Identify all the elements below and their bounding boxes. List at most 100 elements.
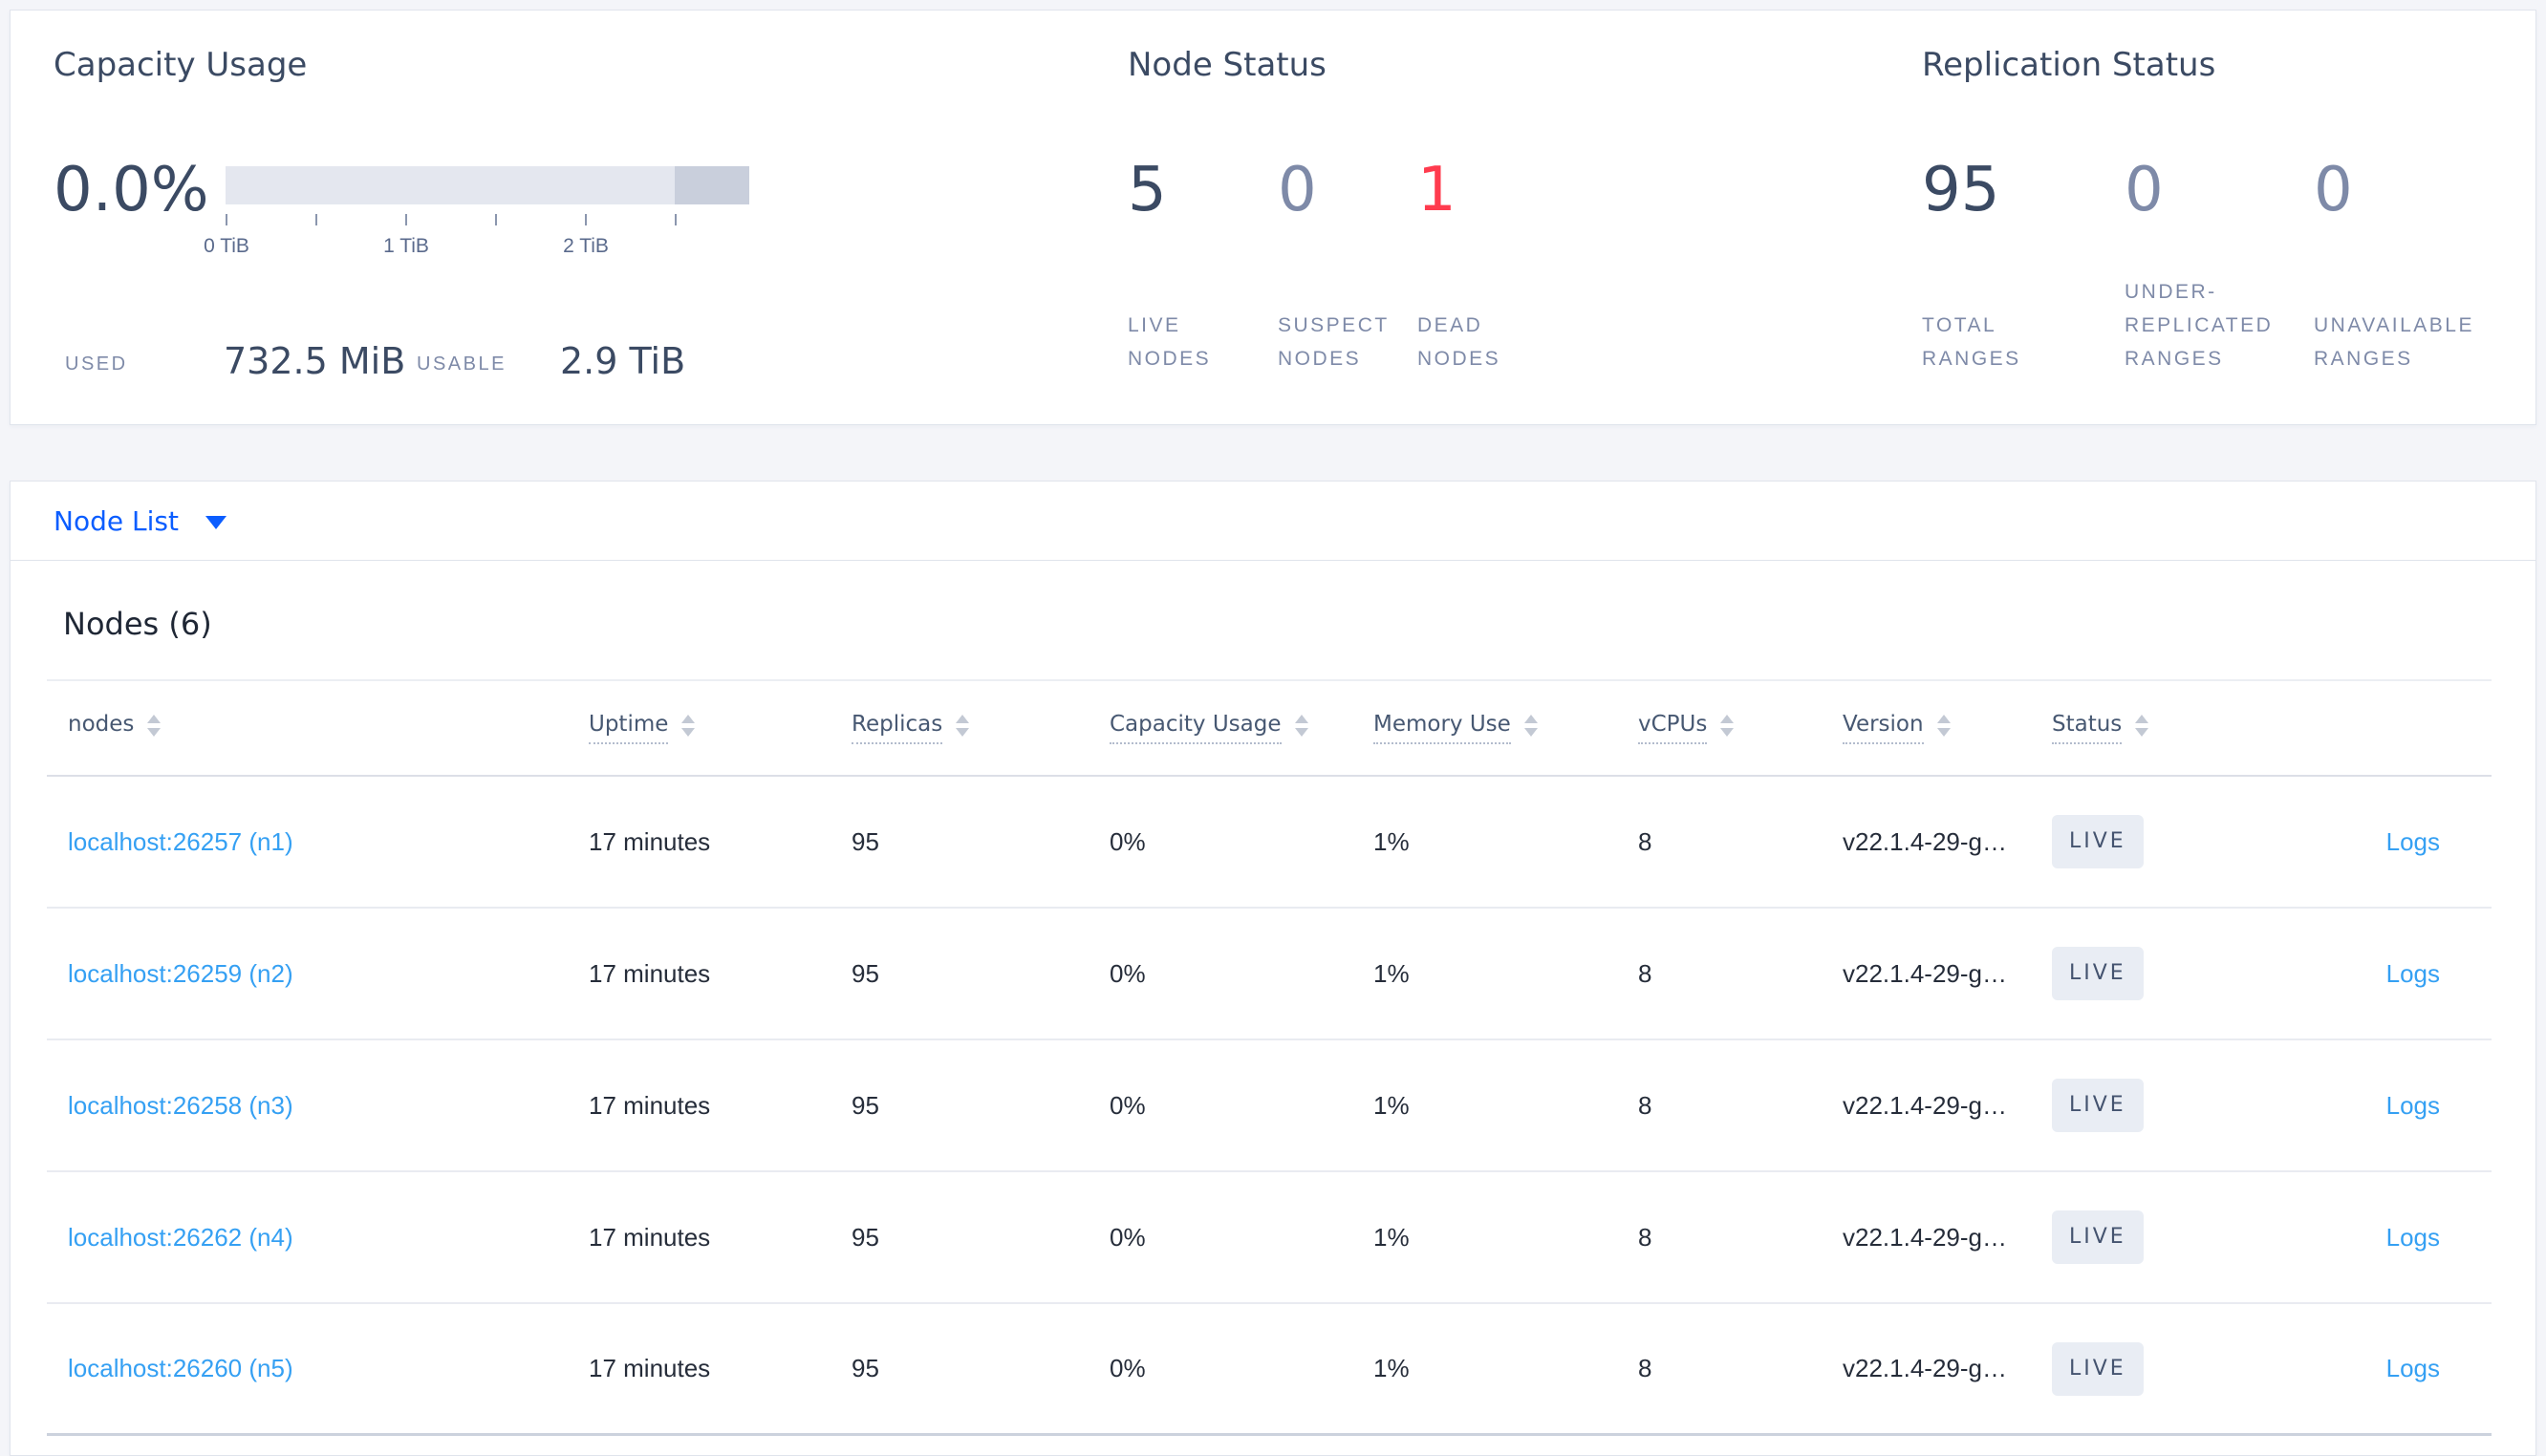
- logs-link[interactable]: Logs: [2385, 1222, 2440, 1252]
- logs-link[interactable]: Logs: [2385, 826, 2440, 856]
- capacity-cell: 0%: [1110, 1222, 1146, 1252]
- table-row: localhost:26257 (n1) 17 minutes 95 0% 1% 8 v22…: [47, 777, 2492, 909]
- stat-value: 0: [2125, 155, 2164, 225]
- column-header-status[interactable]: Status: [2031, 712, 2270, 744]
- replicas-cell: 95: [852, 826, 879, 856]
- column-header-addr[interactable]: nodes: [47, 712, 568, 744]
- logs-cell: Logs: [2270, 827, 2492, 857]
- logs-link[interactable]: Logs: [2385, 958, 2440, 988]
- axis-tick: [675, 214, 677, 225]
- memory-cell: 1%: [1373, 1090, 1410, 1120]
- replication-status-section: Replication Status 95 TOTAL RANGES 0 UNDER-…: [1922, 11, 2534, 426]
- column-header-uptime[interactable]: Uptime: [568, 712, 831, 744]
- logs-link[interactable]: Logs: [2385, 1354, 2440, 1382]
- stat-label: LIVE NODES: [1128, 314, 1212, 370]
- memory-cell: 1%: [1373, 958, 1410, 988]
- capacity-bar-track: [226, 166, 749, 204]
- column-label: Capacity Usage: [1110, 712, 1282, 744]
- uptime-cell: 17 minutes: [589, 1354, 711, 1382]
- logs-cell: Logs: [2270, 959, 2492, 989]
- vcpus-cell: 8: [1638, 1090, 1652, 1120]
- column-label: Status: [2052, 712, 2123, 744]
- usable-label: USABLE: [417, 353, 507, 375]
- cluster-summary-panel: Capacity Usage 0.0% 0 TiB 1 TiB 2 TiB US…: [10, 10, 2536, 425]
- vcpus-cell: 8: [1638, 826, 1652, 856]
- axis-tick-label: 0 TiB: [204, 235, 249, 257]
- sort-icon: [681, 714, 696, 737]
- column-label: Version: [1843, 712, 1924, 744]
- version-cell: v22.1.4-29-g…: [1843, 1222, 2007, 1252]
- stat-dead-nodes: 1 DEAD NODES: [1417, 160, 1500, 375]
- column-header-version[interactable]: Version: [1822, 712, 2031, 744]
- replicas-cell: 95: [852, 958, 879, 988]
- stat-unavailable-ranges: 0 UNAVAILABLE RANGES: [2314, 160, 2474, 375]
- capacity-used-usable-row: USED 732.5 MiB USABLE 2.9 TiB: [54, 335, 1114, 381]
- uptime-cell: 17 minutes: [589, 958, 711, 988]
- logs-cell: Logs: [2270, 1354, 2492, 1383]
- node-link[interactable]: localhost:26259 (n2): [68, 958, 293, 988]
- stat-live-nodes: 5 LIVE NODES: [1128, 160, 1278, 375]
- axis-tick: [585, 214, 587, 225]
- axis-tick-label: 1 TiB: [383, 235, 429, 257]
- column-label: nodes: [68, 712, 135, 737]
- sort-icon: [1720, 714, 1735, 737]
- sort-icon: [2135, 714, 2149, 737]
- node-status-title: Node Status: [1128, 46, 1327, 84]
- node-link[interactable]: localhost:26258 (n3): [68, 1090, 293, 1120]
- table-row: localhost:26258 (n3) 17 minutes 95 0% 1% 8 v22…: [47, 1040, 2492, 1172]
- column-header-replicas[interactable]: Replicas: [831, 712, 1089, 744]
- status-cell: LIVE: [2031, 947, 2270, 1000]
- status-badge: LIVE: [2052, 1079, 2144, 1132]
- column-header-memory[interactable]: Memory Use: [1352, 712, 1617, 744]
- stat-value: 0: [2314, 155, 2353, 225]
- status-cell: LIVE: [2031, 1079, 2270, 1132]
- column-header-capacity[interactable]: Capacity Usage: [1089, 712, 1352, 744]
- stat-value: 0: [1278, 155, 1317, 225]
- status-cell: LIVE: [2031, 1210, 2270, 1264]
- version-cell: v22.1.4-29-g…: [1843, 1090, 2007, 1120]
- axis-tick-label: 2 TiB: [563, 235, 609, 257]
- stat-label: UNAVAILABLE RANGES: [2314, 314, 2474, 370]
- uptime-cell: 17 minutes: [589, 1090, 711, 1120]
- version-cell: v22.1.4-29-g…: [1843, 826, 2007, 856]
- capacity-usage-title: Capacity Usage: [54, 46, 308, 84]
- stat-total-ranges: 95 TOTAL RANGES: [1922, 160, 2125, 375]
- used-value: 732.5 MiB: [224, 340, 406, 382]
- logs-link[interactable]: Logs: [2385, 1090, 2440, 1120]
- sort-icon: [1294, 714, 1308, 737]
- stat-label: SUSPECT NODES: [1278, 314, 1390, 370]
- replicas-cell: 95: [852, 1222, 879, 1252]
- chevron-down-icon: [205, 516, 227, 529]
- replication-status-stats: 95 TOTAL RANGES 0 UNDER- REPLICATED RANGES 0…: [1922, 160, 2474, 375]
- vcpus-cell: 8: [1638, 1354, 1652, 1382]
- usable-value: 2.9 TiB: [560, 340, 686, 382]
- node-status-stats: 5 LIVE NODES 0 SUSPECT NODES 1 DEAD NODES: [1128, 160, 1500, 375]
- view-selector-bar: Node List: [10, 481, 2536, 561]
- version-cell: v22.1.4-29-g…: [1843, 1354, 2007, 1382]
- stat-value: 95: [1922, 155, 2000, 225]
- table-row: localhost:26262 (n4) 17 minutes 95 0% 1% 8 v22…: [47, 1172, 2492, 1304]
- capacity-cell: 0%: [1110, 958, 1146, 988]
- axis-tick: [315, 214, 317, 225]
- node-list-dropdown[interactable]: Node List: [54, 505, 227, 537]
- capacity-usage-section: Capacity Usage 0.0% 0 TiB 1 TiB 2 TiB US…: [54, 11, 1114, 426]
- node-link[interactable]: localhost:26262 (n4): [68, 1222, 293, 1252]
- status-cell: LIVE: [2031, 815, 2270, 868]
- capacity-cell: 0%: [1110, 1090, 1146, 1120]
- logs-cell: Logs: [2270, 1091, 2492, 1121]
- stat-value: 5: [1128, 155, 1167, 225]
- vcpus-cell: 8: [1638, 958, 1652, 988]
- capacity-bar-reserved-segment: [675, 166, 749, 204]
- table-row: localhost:26259 (n2) 17 minutes 95 0% 1% 8 v22…: [47, 909, 2492, 1040]
- replication-status-title: Replication Status: [1922, 46, 2216, 84]
- memory-cell: 1%: [1373, 1222, 1410, 1252]
- capacity-usage-gauge: 0 TiB 1 TiB 2 TiB: [204, 166, 749, 257]
- column-header-vcpus[interactable]: vCPUs: [1617, 712, 1822, 744]
- replicas-cell: 95: [852, 1354, 879, 1382]
- uptime-cell: 17 minutes: [589, 826, 711, 856]
- node-link[interactable]: localhost:26260 (n5): [68, 1354, 293, 1382]
- nodes-table-header: nodes Uptime Replicas Capacity Usage Memory …: [47, 679, 2492, 777]
- node-link[interactable]: localhost:26257 (n1): [68, 826, 293, 856]
- nodes-table-body: localhost:26257 (n1) 17 minutes 95 0% 1% 8 v22…: [47, 777, 2492, 1436]
- status-cell: LIVE: [2031, 1341, 2270, 1396]
